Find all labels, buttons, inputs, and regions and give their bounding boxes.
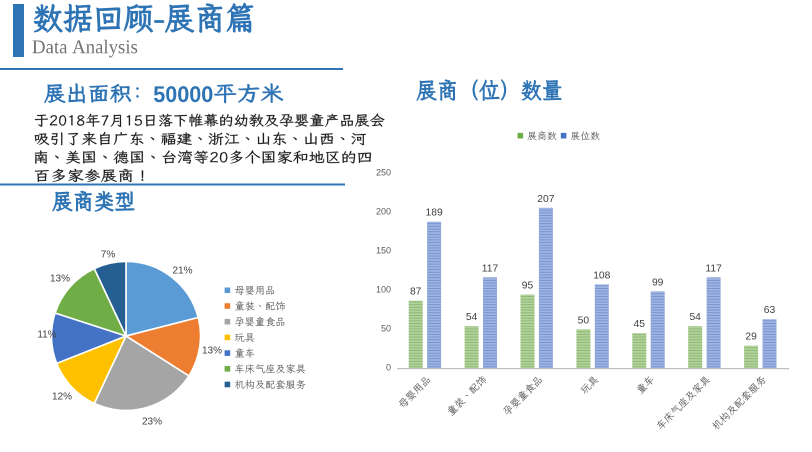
svg-text:54: 54 bbox=[466, 312, 478, 323]
svg-text:50: 50 bbox=[381, 324, 391, 334]
svg-text:29: 29 bbox=[745, 332, 757, 343]
svg-text:23%: 23% bbox=[142, 417, 162, 428]
svg-text:207: 207 bbox=[537, 194, 554, 205]
svg-text:95: 95 bbox=[522, 281, 534, 292]
svg-text:100: 100 bbox=[376, 285, 391, 295]
svg-text:150: 150 bbox=[376, 245, 391, 255]
svg-text:0: 0 bbox=[386, 363, 391, 373]
svg-text:117: 117 bbox=[482, 263, 499, 274]
svg-text:87: 87 bbox=[410, 287, 422, 298]
svg-text:54: 54 bbox=[689, 312, 701, 323]
svg-text:50: 50 bbox=[578, 315, 590, 326]
svg-text:250: 250 bbox=[376, 167, 391, 177]
svg-text:11%: 11% bbox=[37, 330, 56, 341]
svg-text:45: 45 bbox=[634, 319, 646, 330]
svg-text:13%: 13% bbox=[202, 346, 222, 357]
svg-text:7%: 7% bbox=[101, 250, 116, 261]
svg-text:12%: 12% bbox=[52, 392, 72, 403]
svg-text:63: 63 bbox=[764, 305, 776, 316]
svg-text:21%: 21% bbox=[172, 266, 192, 277]
svg-text:108: 108 bbox=[593, 270, 610, 281]
svg-text:13%: 13% bbox=[50, 274, 70, 285]
svg-text:189: 189 bbox=[426, 208, 443, 219]
svg-text:99: 99 bbox=[652, 277, 664, 288]
svg-text:117: 117 bbox=[705, 263, 722, 274]
svg-text:200: 200 bbox=[376, 206, 391, 216]
